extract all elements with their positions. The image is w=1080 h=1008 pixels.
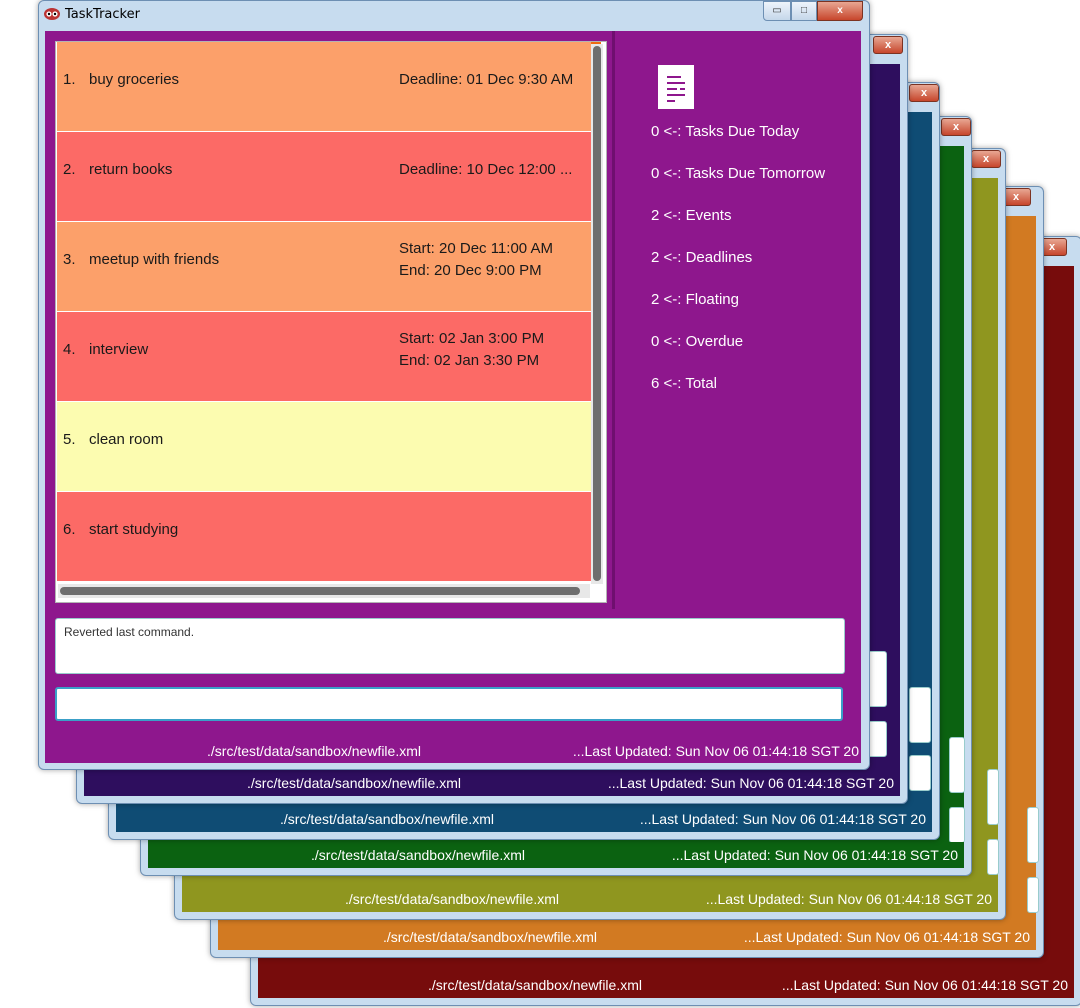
window-title: TaskTracker xyxy=(65,7,140,22)
stat-line: 2 <-: Deadlines xyxy=(651,249,753,266)
document-icon xyxy=(658,65,694,109)
status-updated: ...Last Updated: Sun Nov 06 01:44:18 SGT… xyxy=(705,891,992,907)
vertical-scrollbar[interactable] xyxy=(591,44,603,584)
status-updated: ...Last Updated: Sun Nov 06 01:44:18 SGT… xyxy=(781,977,1068,993)
status-updated: ...Last Updated: Sun Nov 06 01:44:18 SGT… xyxy=(671,847,958,863)
close-icon[interactable]: x xyxy=(873,36,903,54)
task-time: Start: 02 Jan 3:00 PM xyxy=(399,330,545,347)
status-path: ./src/test/data/sandbox/newfile.xml xyxy=(383,929,597,945)
task-time: Deadline: 10 Dec 12:00 ... xyxy=(399,161,573,178)
close-icon[interactable]: x xyxy=(909,84,939,102)
status-bar: ./src/test/data/sandbox/newfile.xml ...L… xyxy=(148,842,964,868)
command-input[interactable] xyxy=(1027,877,1039,913)
minimize-button[interactable]: ▭ xyxy=(763,1,791,21)
stat-line: 0 <-: Tasks Due Today xyxy=(651,123,800,140)
result-box xyxy=(949,737,965,793)
close-icon[interactable]: x xyxy=(941,118,971,136)
task-name: return books xyxy=(89,161,173,178)
close-button[interactable]: x xyxy=(817,1,863,21)
task-row[interactable]: 5. clean room xyxy=(57,402,601,492)
task-number: 4. xyxy=(63,341,76,358)
app-logo-icon xyxy=(44,8,60,20)
status-updated: ...Last Updated: Sun Nov 06 01:44:18 SGT… xyxy=(639,811,926,827)
command-input[interactable] xyxy=(909,755,931,791)
command-input[interactable] xyxy=(55,687,843,721)
result-box xyxy=(909,687,931,743)
status-path: ./src/test/data/sandbox/newfile.xml xyxy=(345,891,559,907)
task-number: 2. xyxy=(63,161,76,178)
task-name: start studying xyxy=(89,521,179,538)
task-number: 3. xyxy=(63,251,76,268)
title-bar[interactable]: TaskTracker ▭ □ x xyxy=(39,1,869,29)
task-row[interactable]: 4. interview Start: 02 Jan 3:00 PM End: 02 … xyxy=(57,312,601,402)
result-text: Reverted last command. xyxy=(64,625,195,639)
main-content: 1. buy groceries Deadline: 01 Dec 9:30 AM 2… xyxy=(45,31,861,763)
task-end-time: End: 02 Jan 3:30 PM xyxy=(399,352,540,369)
status-path: ./src/test/data/sandbox/newfile.xml xyxy=(247,775,461,791)
task-row[interactable]: 6. start studying xyxy=(57,492,601,582)
task-name: clean room xyxy=(89,431,164,448)
caption-buttons: ▭ □ x xyxy=(763,1,863,21)
status-bar: ./src/test/data/sandbox/newfile.xml ...L… xyxy=(116,806,932,832)
close-icon[interactable]: x xyxy=(1037,238,1067,256)
status-path: ./src/test/data/sandbox/newfile.xml xyxy=(280,811,494,827)
scroll-thumb[interactable] xyxy=(593,46,601,581)
status-path: ./src/test/data/sandbox/newfile.xml xyxy=(311,847,525,863)
horizontal-scrollbar[interactable] xyxy=(58,584,590,598)
task-row[interactable]: 3. meetup with friends Start: 20 Dec 11:00… xyxy=(57,222,601,312)
status-bar: ./src/test/data/sandbox/newfile.xml ...L… xyxy=(258,972,1074,998)
stat-line: 2 <-: Events xyxy=(651,207,732,224)
main-window: TaskTracker ▭ □ x 1. buy groceries Deadlin… xyxy=(38,0,870,770)
task-number: 6. xyxy=(63,521,76,538)
task-list[interactable]: 1. buy groceries Deadline: 01 Dec 9:30 AM 2… xyxy=(55,41,607,603)
close-icon[interactable]: x xyxy=(971,150,1001,168)
close-icon[interactable]: x xyxy=(1001,188,1031,206)
task-end-time: End: 20 Dec 9:00 PM xyxy=(399,262,542,279)
panel-divider[interactable] xyxy=(612,31,615,609)
task-row[interactable]: 2. return books Deadline: 10 Dec 12:00 ... xyxy=(57,132,601,222)
status-path: ./src/test/data/sandbox/newfile.xml xyxy=(428,977,642,993)
status-updated: ...Last Updated: Sun Nov 06 01:44:18 SGT… xyxy=(572,743,859,759)
stat-line: 6 <-: Total xyxy=(651,375,718,392)
task-time: Start: 20 Dec 11:00 AM xyxy=(399,240,553,257)
task-name: meetup with friends xyxy=(89,251,220,268)
task-name: buy groceries xyxy=(89,71,180,88)
task-row[interactable]: 1. buy groceries Deadline: 01 Dec 9:30 AM xyxy=(57,42,601,132)
status-updated: ...Last Updated: Sun Nov 06 01:44:18 SGT… xyxy=(607,775,894,791)
command-input[interactable] xyxy=(949,807,965,843)
maximize-button[interactable]: □ xyxy=(791,1,817,21)
task-number: 1. xyxy=(63,71,76,88)
result-box xyxy=(987,769,999,825)
stat-line: 0 <-: Overdue xyxy=(651,333,744,350)
scroll-thumb[interactable] xyxy=(60,587,580,595)
task-name: interview xyxy=(89,341,149,358)
command-input[interactable] xyxy=(867,721,887,757)
status-bar: ./src/test/data/sandbox/newfile.xml ...L… xyxy=(45,737,861,763)
command-input[interactable] xyxy=(987,839,999,875)
stat-line: 0 <-: Tasks Due Tomorrow xyxy=(651,165,826,182)
status-path: ./src/test/data/sandbox/newfile.xml xyxy=(207,743,421,759)
status-updated: ...Last Updated: Sun Nov 06 01:44:18 SGT… xyxy=(743,929,1030,945)
stat-line: 2 <-: Floating xyxy=(651,291,739,308)
result-box xyxy=(867,651,887,707)
task-number: 5. xyxy=(63,431,76,448)
result-box xyxy=(1027,807,1039,863)
status-bar: ./src/test/data/sandbox/newfile.xml ...L… xyxy=(84,770,900,796)
task-time: Deadline: 01 Dec 9:30 AM xyxy=(399,71,574,88)
result-display: Reverted last command. xyxy=(55,618,845,674)
status-bar: ./src/test/data/sandbox/newfile.xml ...L… xyxy=(182,886,998,912)
status-bar: ./src/test/data/sandbox/newfile.xml ...L… xyxy=(218,924,1036,950)
